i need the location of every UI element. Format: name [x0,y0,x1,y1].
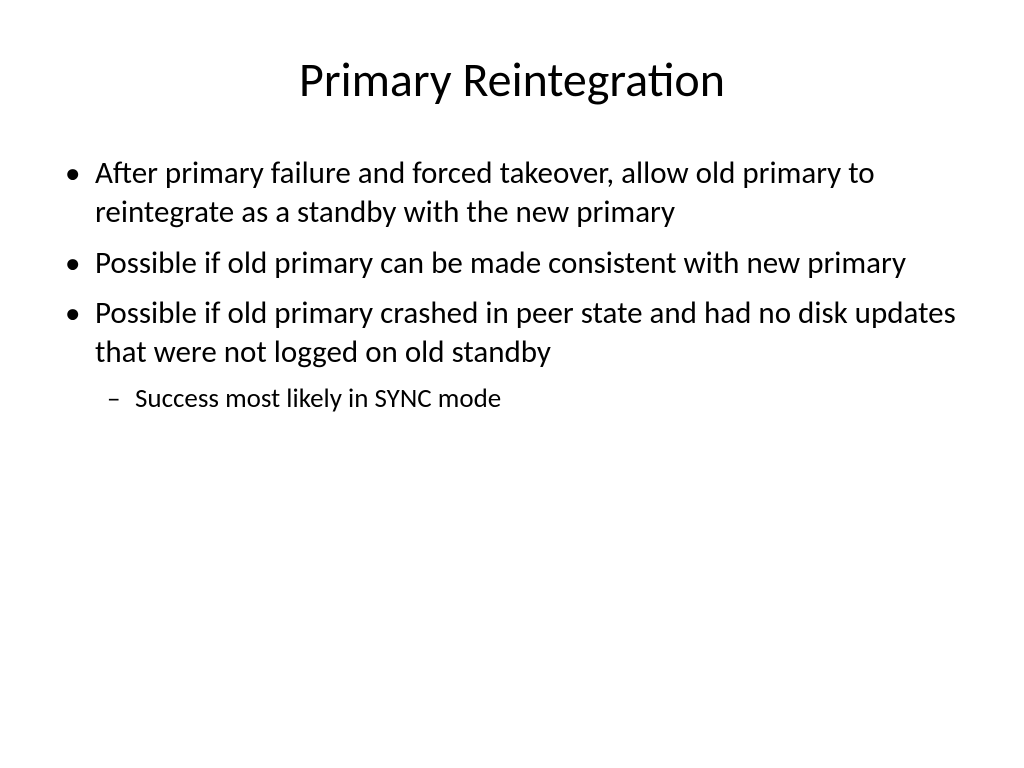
slide-container: Primary Reintegration After primary fail… [0,0,1024,768]
slide-title: Primary Reintegration [60,50,964,109]
bullet-list: After primary failure and forced takeove… [60,154,964,416]
bullet-item: Possible if old primary crashed in peer … [95,294,964,415]
bullet-text: Possible if old primary crashed in peer … [95,294,956,371]
sub-list: Success most likely in SYNC mode [95,382,964,416]
bullet-item: After primary failure and forced takeove… [95,154,964,232]
sub-item: Success most likely in SYNC mode [135,382,964,416]
sub-text: Success most likely in SYNC mode [135,382,501,415]
bullet-text: Possible if old primary can be made cons… [95,244,906,282]
bullet-item: Possible if old primary can be made cons… [95,244,964,283]
bullet-text: After primary failure and forced takeove… [95,154,875,231]
